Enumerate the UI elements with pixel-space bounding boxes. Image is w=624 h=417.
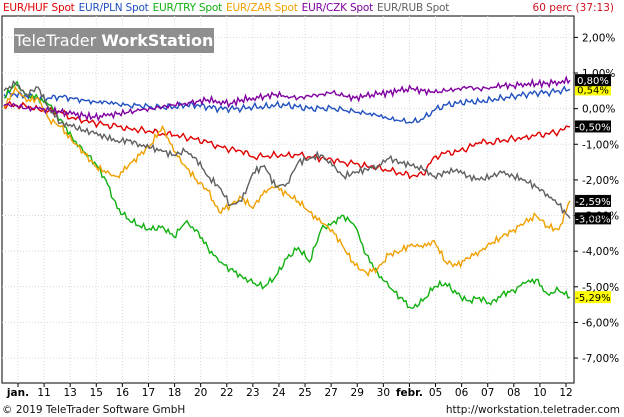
x-tick-label: 25 <box>298 387 311 399</box>
legend-entry: EUR/PLN Spot <box>78 2 149 14</box>
x-tick-label: 11 <box>37 387 50 399</box>
last-value-label: -3,08% <box>575 212 611 225</box>
copyright-text: © 2019 TeleTrader Software GmbH <box>2 404 186 416</box>
y-tick-label: -1,00% <box>582 139 619 151</box>
y-tick-label: -7,00% <box>582 353 619 365</box>
x-tick-label: febr. <box>396 387 423 399</box>
legend-entry: EUR/TRY Spot <box>152 2 223 14</box>
x-tick-label: 20 <box>194 387 207 399</box>
x-tick-label: 29 <box>351 387 364 399</box>
series-line-eur-huf-spot <box>3 100 571 180</box>
x-tick-label: 16 <box>116 387 130 399</box>
last-value-text: -2,59% <box>575 197 610 208</box>
series-line-eur-czk-spot <box>3 75 571 122</box>
legend-entry: EUR/ZAR Spot <box>226 2 298 14</box>
last-value-text: 0,54% <box>577 85 609 96</box>
watermark-brand: TeleTrader <box>14 31 97 50</box>
chart-legend: EUR/HUF Spot EUR/PLN Spot EUR/TRY Spot EUR/… <box>3 2 453 14</box>
last-value-box <box>575 120 611 133</box>
last-value-box <box>575 74 611 87</box>
last-value-text: -3,08% <box>575 214 610 225</box>
workstation-watermark: TeleTrader WorkStation <box>14 28 214 53</box>
x-tick-label: 07 <box>481 387 494 399</box>
y-tick-label: -2,00% <box>582 175 619 187</box>
x-tick-label: 23 <box>246 387 259 399</box>
watermark-product: WorkStation <box>101 31 214 50</box>
y-tick-label: 2,00% <box>582 32 615 44</box>
timeframe-label: 60 perc (37:13) <box>532 2 614 14</box>
x-tick-label: 27 <box>324 387 337 399</box>
x-tick-label: 10 <box>533 387 546 399</box>
x-tick-label: 30 <box>377 387 390 399</box>
legend-entry: EUR/HUF Spot <box>3 2 75 14</box>
x-tick-label: 06 <box>455 387 469 399</box>
legend-entry: EUR/CZK Spot <box>301 2 374 14</box>
last-value-text: -0,50% <box>575 122 610 133</box>
series-line-eur-rub-spot <box>3 80 571 219</box>
y-tick-label: -5,00% <box>582 282 619 294</box>
last-value-label: 0,80% <box>575 74 611 87</box>
series-line-eur-pln-spot <box>3 85 571 124</box>
x-axis: jan. 11 13 15 16 17 18 20 22 23 24 25 27 29 30 febr. 05 0… <box>6 383 573 399</box>
plot-frame <box>1 15 575 384</box>
x-tick-label: 08 <box>507 387 520 399</box>
y-tick-label: -3,00% <box>582 211 619 223</box>
series-line-eur-zar-spot <box>3 85 571 278</box>
y-tick-label: 1,00% <box>582 68 615 80</box>
x-tick-label: 15 <box>90 387 103 399</box>
last-value-text: -5,29% <box>575 293 610 304</box>
x-tick-label: 22 <box>220 387 233 399</box>
last-value-label: 0,54% <box>575 83 611 96</box>
last-value-box <box>575 194 611 207</box>
last-value-box <box>575 83 611 96</box>
x-tick-label: 24 <box>272 387 286 399</box>
x-tick-label: 13 <box>64 387 77 399</box>
chart-grid <box>1 15 575 384</box>
x-tick-label: 18 <box>168 387 181 399</box>
x-tick-label: jan. <box>6 387 29 399</box>
last-value-box <box>575 212 611 225</box>
y-tick-label: -4,00% <box>582 246 619 258</box>
last-value-label: -5,29% <box>575 291 611 304</box>
last-value-label: -2,59% <box>575 194 611 208</box>
last-value-label: -0,50% <box>575 120 611 133</box>
legend-entry: EUR/RUB Spot <box>377 2 450 14</box>
last-value-box <box>575 291 611 304</box>
y-axis: 2,00% 1,00% 0,00% -1,00% -2,00% -3,00% -4,00% -… <box>574 32 619 365</box>
x-tick-label: 05 <box>429 387 442 399</box>
y-tick-label: -6,00% <box>582 317 619 329</box>
series-line-eur-try-spot <box>3 80 571 309</box>
last-value-text: 0,80% <box>577 76 609 87</box>
x-tick-label: 17 <box>142 387 155 399</box>
chart-series: -0,50% 0,54% -5,29% -2,59% 0,80% -3,08% <box>3 74 611 309</box>
x-tick-label: 12 <box>559 387 572 399</box>
y-tick-label: 0,00% <box>582 104 615 116</box>
website-url[interactable]: http://workstation.teletrader.com <box>445 404 620 416</box>
